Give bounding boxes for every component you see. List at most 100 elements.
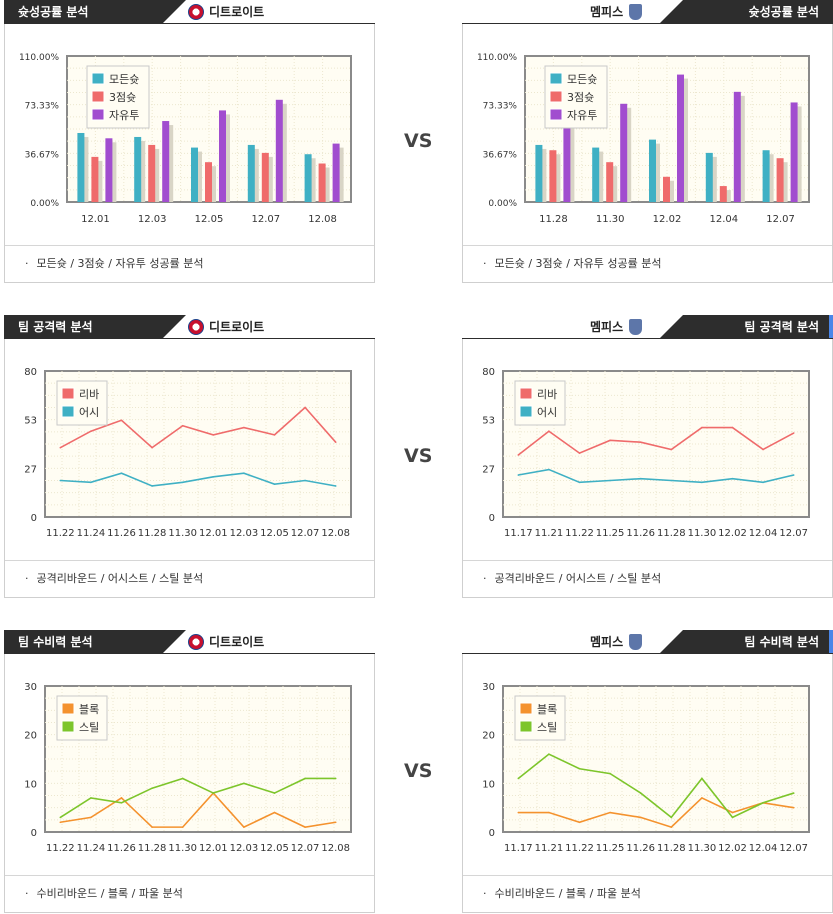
data-point <box>792 474 795 476</box>
data-point <box>181 777 184 780</box>
data-point <box>243 426 245 429</box>
legend-label: 스틸 <box>537 721 557 734</box>
data-point <box>59 816 62 819</box>
x-tick-label: 11.21 <box>535 528 564 539</box>
team-label-away[interactable]: 멤피스 <box>590 634 643 650</box>
y-tick-label: 73.33% <box>483 102 518 112</box>
legend-swatch <box>549 72 563 85</box>
data-point <box>517 474 520 476</box>
header-divider <box>4 338 375 339</box>
legend-swatch <box>91 108 105 121</box>
team-label-home[interactable]: 디트로이트 <box>188 634 264 650</box>
section-title: 팀 수비력 분석 <box>659 630 833 654</box>
bar <box>719 186 727 202</box>
bar <box>563 122 571 202</box>
bar-shadow <box>667 180 674 202</box>
bullet: · <box>483 887 487 900</box>
bar <box>705 152 713 202</box>
x-tick-label: 11.17 <box>504 843 533 854</box>
shooting-header-right: 멤피스 슛성공률 분석 <box>462 0 833 24</box>
shooting-chart-home: 0.00% 36.67% 73.33% 110.00% 12.01 12.03 12.05 1… <box>19 53 352 225</box>
bar-shadow <box>109 142 117 202</box>
data-point <box>517 811 520 814</box>
x-tick-label: 12.01 <box>199 528 228 539</box>
legend-swatch <box>61 702 75 715</box>
team-label-home[interactable]: 디트로이트 <box>188 319 264 335</box>
y-tick-label: 80 <box>482 367 495 378</box>
header-divider <box>462 338 833 339</box>
data-point <box>517 777 520 780</box>
x-tick-label: 12.07 <box>291 528 320 539</box>
shooting-chart-away: 0.00% 36.67% 73.33% 110.00% 11.28 11.30 12.02 1… <box>477 53 810 225</box>
legend-label: 리바 <box>537 388 557 401</box>
bar <box>275 99 283 202</box>
vs-label: VS <box>404 130 433 152</box>
y-tick-label: 30 <box>482 682 495 693</box>
data-point <box>90 481 92 484</box>
x-tick-label: 11.24 <box>77 843 106 854</box>
team-name: 디트로이트 <box>209 635 265 649</box>
data-point <box>701 481 703 484</box>
data-point <box>120 797 123 799</box>
section-title: 슛성공률 분석 <box>659 0 833 24</box>
legend-swatch <box>91 90 105 103</box>
x-tick-label: 12.04 <box>709 214 738 225</box>
defense-header-right: 멤피스 팀 수비력 분석 <box>462 630 833 654</box>
legend-label: 자유투 <box>109 109 139 122</box>
x-tick-label: 11.30 <box>168 843 197 854</box>
data-point <box>670 816 673 819</box>
data-point <box>273 792 276 794</box>
vs-label: VS <box>404 445 433 467</box>
x-tick-label: 11.25 <box>596 528 625 539</box>
y-tick-label: 10 <box>24 779 37 790</box>
data-point <box>731 426 734 429</box>
bar-shadow <box>737 95 745 202</box>
footer-text: 공격리바운드 / 어시스트 / 스틸 분석 <box>36 572 204 585</box>
bar <box>219 110 226 202</box>
x-tick-label: 11.26 <box>107 843 136 854</box>
data-point <box>578 821 581 824</box>
header-accent <box>829 315 833 339</box>
data-point <box>212 434 215 436</box>
chart-panel-away: 0.00% 36.67% 73.33% 110.00% 11.28 11.30 12.02 1… <box>462 24 833 283</box>
bar <box>549 150 557 202</box>
bar <box>148 144 156 202</box>
data-point <box>578 481 581 484</box>
team-label-away[interactable]: 멤피스 <box>590 4 643 20</box>
series-line <box>518 796 794 829</box>
data-point <box>731 816 734 819</box>
legend-label: 3점슛 <box>567 91 594 104</box>
team-label-home[interactable]: 디트로이트 <box>188 4 264 20</box>
bar-shadow <box>624 107 632 202</box>
bar-shadow <box>553 154 561 202</box>
header-divider <box>462 653 833 654</box>
series-line <box>60 472 336 487</box>
data-point <box>517 454 520 456</box>
header-accent <box>829 630 833 654</box>
x-tick-label: 11.26 <box>626 528 655 539</box>
data-point <box>273 483 276 485</box>
y-tick-label: 110.00% <box>19 53 59 63</box>
team-name: 멤피스 <box>590 635 624 649</box>
chart-footer: · 모든슛 / 3점슛 / 자유투 성공률 분석 <box>463 245 832 282</box>
team-name: 디트로이트 <box>209 320 265 334</box>
data-point <box>639 441 642 443</box>
bar-shadow <box>195 151 202 202</box>
footer-text: 모든슛 / 3점슛 / 자유투 성공률 분석 <box>36 257 204 270</box>
team-label-away[interactable]: 멤피스 <box>590 319 643 335</box>
data-point <box>731 811 734 814</box>
data-point <box>639 792 642 794</box>
team-name: 멤피스 <box>590 320 624 334</box>
x-tick-label: 12.03 <box>230 528 259 539</box>
bar-shadow <box>166 125 174 202</box>
data-point <box>120 419 123 422</box>
bar <box>677 74 684 202</box>
bar <box>733 91 741 202</box>
bar <box>535 144 543 202</box>
x-tick-label: 11.26 <box>626 843 655 854</box>
bar-shadow <box>780 162 788 202</box>
data-point <box>304 406 306 409</box>
data-point <box>304 826 306 828</box>
bar <box>776 158 784 202</box>
